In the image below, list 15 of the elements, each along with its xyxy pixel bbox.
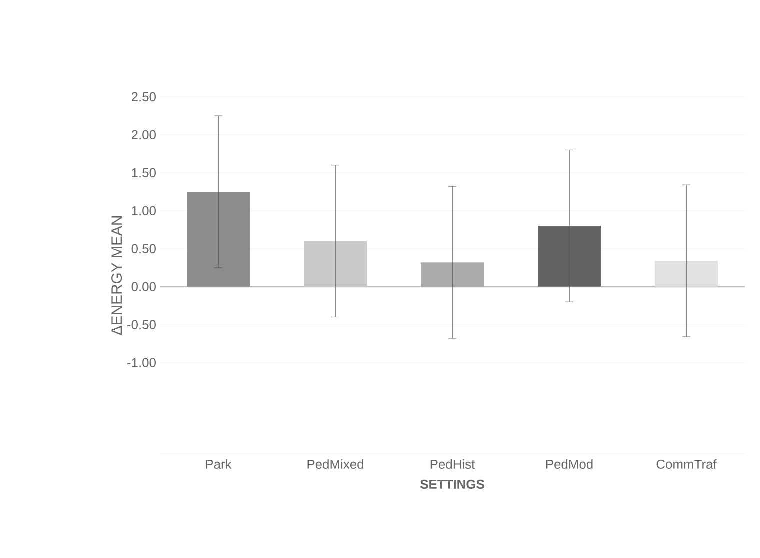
x-axis-title: SETTINGS bbox=[420, 480, 484, 490]
y-tick-label: 1.50 bbox=[132, 168, 156, 178]
y-tick-label: -1.00 bbox=[128, 358, 156, 368]
y-tick-label: 1.00 bbox=[132, 206, 156, 216]
x-tick-label: Park bbox=[206, 460, 232, 470]
y-tick-label: -0.50 bbox=[128, 320, 156, 330]
y-tick-label: 2.00 bbox=[132, 130, 156, 140]
x-tick-label: PedMixed bbox=[308, 460, 364, 470]
x-tick-label: CommTraf bbox=[656, 460, 717, 470]
x-tick-label: PedMod bbox=[546, 460, 593, 470]
x-tick-label: PedHist bbox=[430, 460, 476, 470]
y-tick-label: 0.50 bbox=[132, 244, 156, 254]
y-axis-title: ΔENERGY MEAN bbox=[112, 216, 122, 336]
y-tick-label: 2.50 bbox=[132, 92, 156, 102]
y-tick-label: 0.00 bbox=[132, 282, 156, 292]
